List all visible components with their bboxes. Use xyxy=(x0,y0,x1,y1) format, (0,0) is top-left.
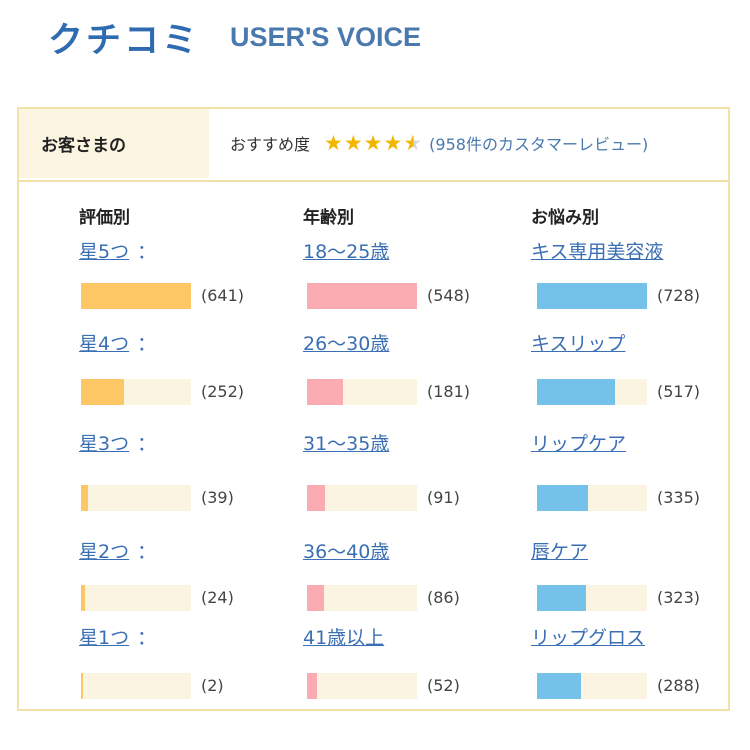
rating-count: (252) xyxy=(201,382,245,401)
star-full-icon: ★ xyxy=(324,130,343,155)
concern-bar-track xyxy=(537,673,647,699)
star-half-icon: ★ xyxy=(403,130,423,155)
rating-count: (641) xyxy=(201,286,245,305)
filter-link-label: 星1つ xyxy=(79,627,130,649)
age-count: (181) xyxy=(427,382,471,401)
filter-link-label: 31～35歳 xyxy=(303,433,390,455)
age-bar-fill xyxy=(307,283,417,309)
star-full-icon: ★ xyxy=(383,130,403,155)
age-bar-fill xyxy=(307,673,317,699)
age-bar-fill xyxy=(307,585,324,611)
concern-bar-track xyxy=(537,485,647,511)
summary-tab-label: お客さまの xyxy=(19,109,209,178)
filter-link-label: リップケア xyxy=(531,433,627,455)
filter-link-label: 36～40歳 xyxy=(303,541,390,563)
age-count: (52) xyxy=(427,676,460,695)
rating-count: (2) xyxy=(201,676,224,695)
rating-filter-link[interactable]: 星3つ ： xyxy=(79,429,156,456)
rating-bar-fill xyxy=(81,485,88,511)
filter-link-label: キスリップ xyxy=(531,333,626,355)
concern-bar-track xyxy=(537,283,647,309)
star-full-icon: ★ xyxy=(363,130,383,155)
filter-link-colon: ： xyxy=(137,241,157,263)
review-count[interactable]: (958件のカスタマーレビュー) xyxy=(429,135,649,154)
rating-filter-link[interactable]: 星2つ ： xyxy=(79,537,156,564)
recommendation: おすすめ度 ★ ★ ★ ★ ★ (958件のカスタマーレビュー) xyxy=(230,131,648,155)
age-bar-fill xyxy=(307,379,343,405)
filter-link-label: 26～30歳 xyxy=(303,333,390,355)
age-filter-link[interactable]: 41歳以上 xyxy=(303,623,384,650)
concern-filter-link[interactable]: 唇ケア xyxy=(531,537,588,564)
concern-filter-link[interactable]: キスリップ xyxy=(531,329,625,356)
filter-link-colon: ： xyxy=(137,541,157,563)
rating-bar-track xyxy=(81,673,191,699)
review-summary-bar: お客さまの おすすめ度 ★ ★ ★ ★ ★ (958件のカスタマーレビュー) xyxy=(19,109,728,182)
age-bar-track xyxy=(307,485,417,511)
concern-bar-fill xyxy=(537,673,581,699)
page-title: クチコミ xyxy=(48,21,201,61)
concern-bar-track xyxy=(537,379,647,405)
filter-link-label: 41歳以上 xyxy=(303,627,385,649)
age-column-heading: 年齢別 xyxy=(303,208,354,228)
concern-count: (517) xyxy=(657,382,701,401)
concern-count: (335) xyxy=(657,488,701,507)
age-bar-track xyxy=(307,379,417,405)
rating-count: (24) xyxy=(201,588,234,607)
recommend-label: おすすめ度 xyxy=(230,135,311,154)
rating-stars: ★ ★ ★ ★ ★ xyxy=(324,130,423,155)
rating-filter-link[interactable]: 星5つ ： xyxy=(79,237,156,264)
filter-link-label: キス専用美容液 xyxy=(531,241,664,263)
filter-link-label: 18～25歳 xyxy=(303,241,390,263)
rating-column-heading: 評価別 xyxy=(79,208,130,228)
filter-link-label: 星4つ xyxy=(79,333,130,355)
concern-count: (728) xyxy=(657,286,701,305)
age-filter-link[interactable]: 31～35歳 xyxy=(303,429,389,456)
concern-bar-fill xyxy=(537,379,615,405)
age-filter-link[interactable]: 26～30歳 xyxy=(303,329,389,356)
concern-filter-link[interactable]: キス専用美容液 xyxy=(531,237,663,264)
filter-link-colon: ： xyxy=(137,333,157,355)
rating-bar-track xyxy=(81,379,191,405)
concern-count: (323) xyxy=(657,588,701,607)
page-subtitle: USER'S VOICE xyxy=(230,22,421,52)
review-panel: お客さまの おすすめ度 ★ ★ ★ ★ ★ (958件のカスタマーレビュー) 評価別 星5… xyxy=(17,107,730,711)
age-bar-track xyxy=(307,283,417,309)
concern-bar-fill xyxy=(537,585,586,611)
concern-filter-link[interactable]: リップケア xyxy=(531,429,626,456)
age-bar-track xyxy=(307,585,417,611)
filter-link-label: 星2つ xyxy=(79,541,130,563)
concern-bar-fill xyxy=(537,283,647,309)
age-count: (91) xyxy=(427,488,460,507)
concern-bar-track xyxy=(537,585,647,611)
age-bar-track xyxy=(307,673,417,699)
filter-link-colon: ： xyxy=(137,627,157,649)
concern-count: (288) xyxy=(657,676,701,695)
filter-link-colon: ： xyxy=(137,433,157,455)
age-count: (86) xyxy=(427,588,460,607)
filter-link-label: リップグロス xyxy=(531,627,646,649)
filter-link-label: 唇ケア xyxy=(531,541,589,563)
rating-bar-fill xyxy=(81,585,85,611)
rating-bar-track xyxy=(81,485,191,511)
rating-bar-fill xyxy=(81,379,124,405)
filter-link-label: 星5つ xyxy=(79,241,130,263)
concern-filter-link[interactable]: リップグロス xyxy=(531,623,645,650)
rating-count: (39) xyxy=(201,488,234,507)
age-count: (548) xyxy=(427,286,471,305)
concern-column-heading: お悩み別 xyxy=(531,208,599,228)
rating-bar-track xyxy=(81,283,191,309)
age-filter-link[interactable]: 36～40歳 xyxy=(303,537,389,564)
rating-filter-link[interactable]: 星1つ ： xyxy=(79,623,156,650)
rating-bar-track xyxy=(81,585,191,611)
concern-bar-fill xyxy=(537,485,588,511)
age-bar-fill xyxy=(307,485,325,511)
rating-bar-fill xyxy=(81,673,83,699)
star-full-icon: ★ xyxy=(343,130,363,155)
rating-filter-link[interactable]: 星4つ ： xyxy=(79,329,156,356)
rating-bar-fill xyxy=(81,283,191,309)
filter-link-label: 星3つ xyxy=(79,433,130,455)
age-filter-link[interactable]: 18～25歳 xyxy=(303,237,389,264)
